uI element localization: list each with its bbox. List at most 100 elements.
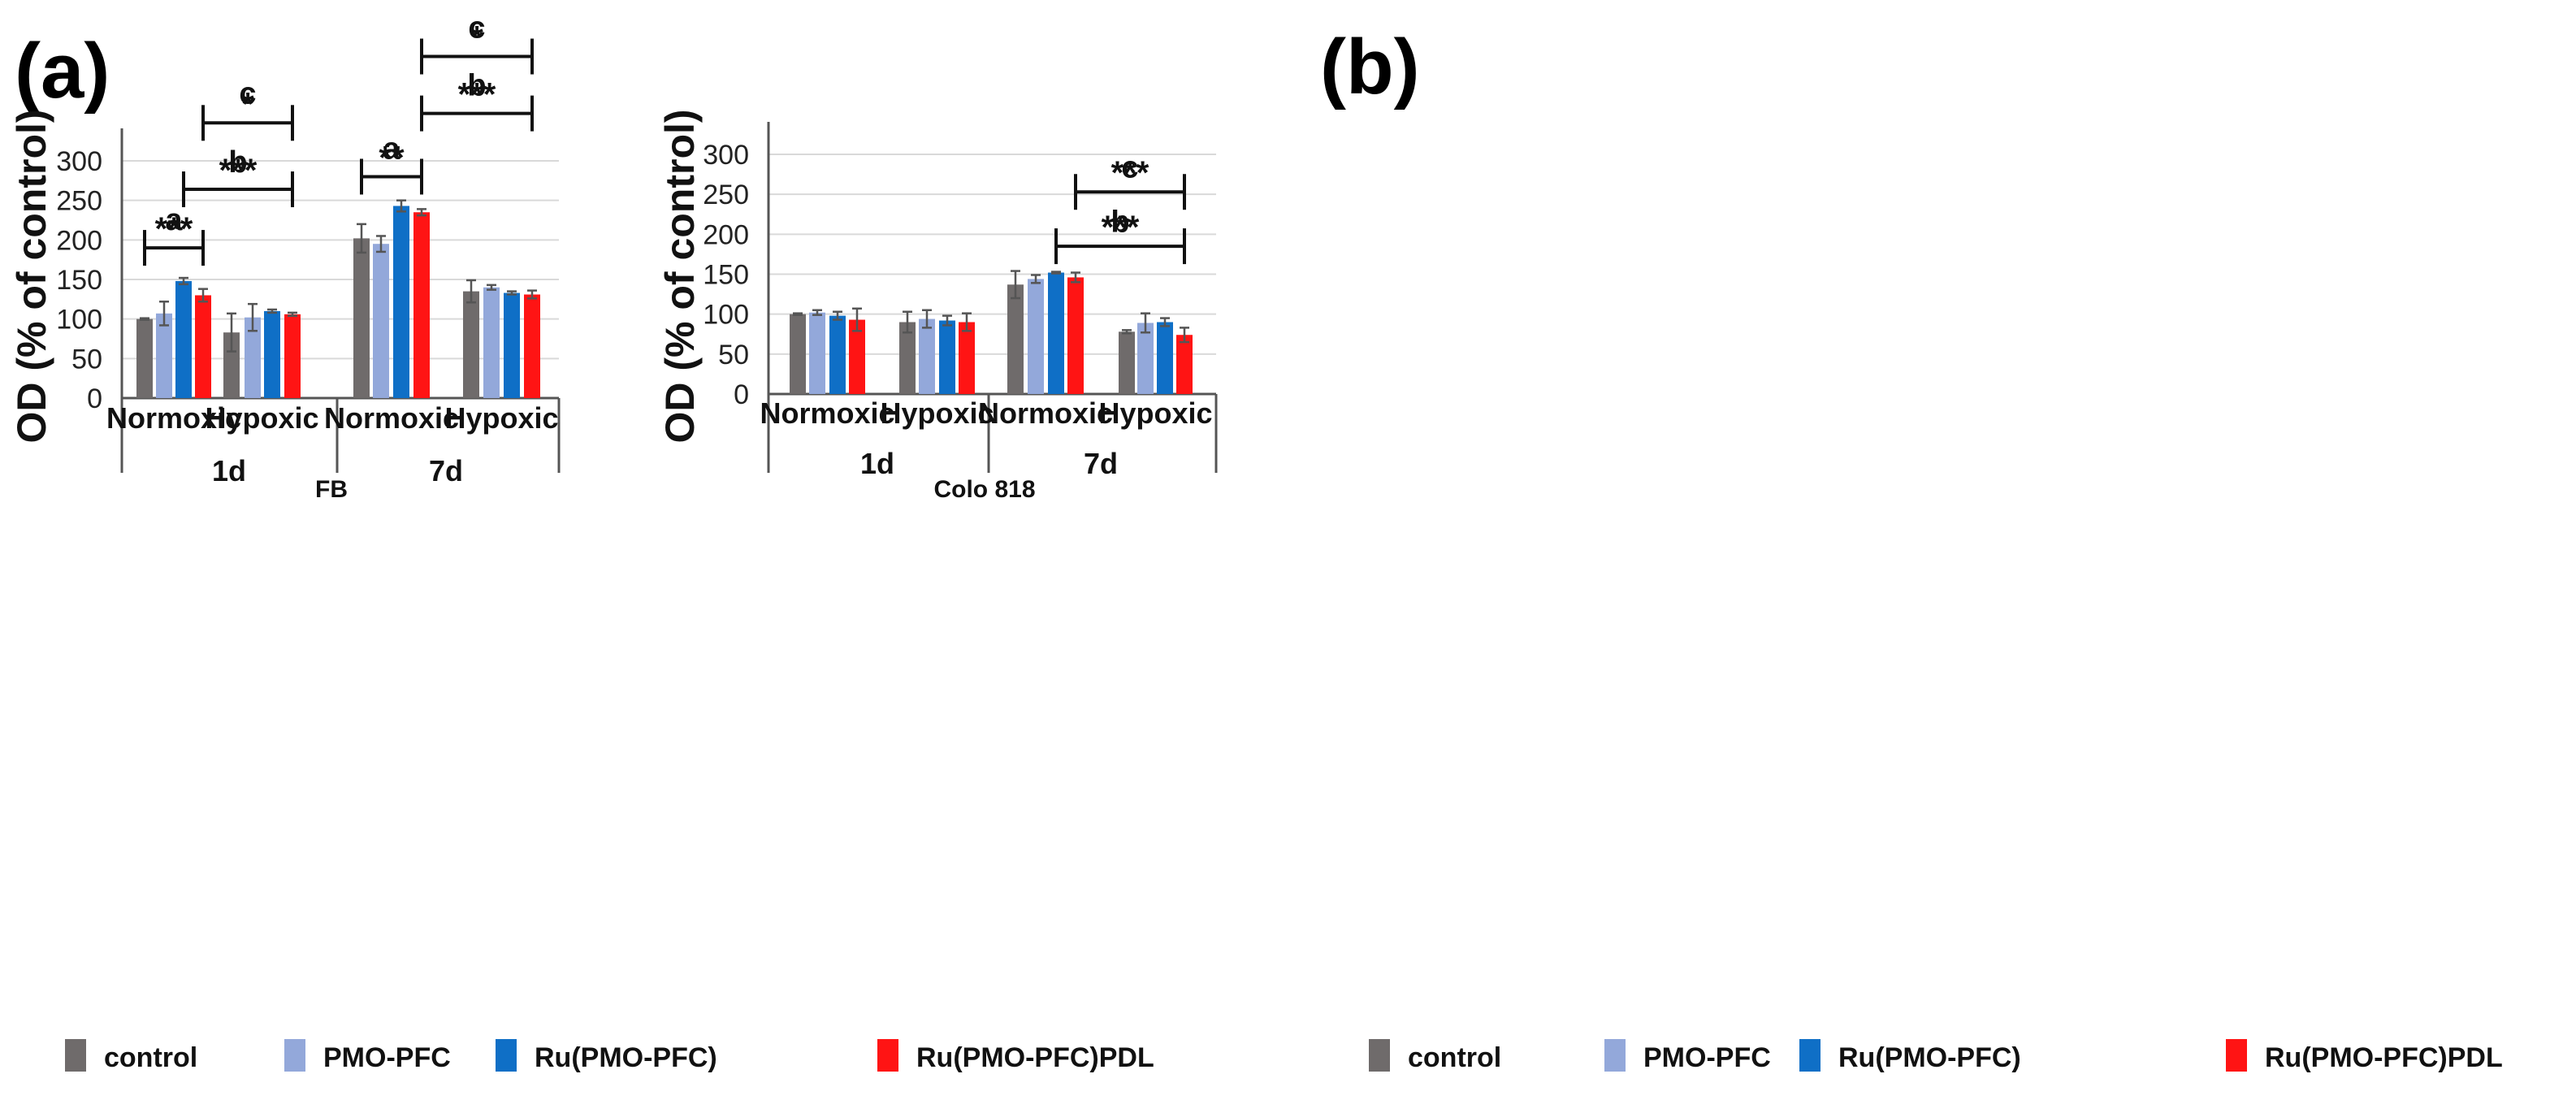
bar-pmo-pfc-0 (809, 312, 825, 394)
legend-swatch-2 (1799, 1039, 1821, 1072)
x-category-label: Normoxic (106, 401, 241, 435)
y-tick-label: 250 (56, 186, 102, 217)
legend-label-0: control (104, 1042, 197, 1073)
bar-ru-pmo-pfc--3 (1157, 322, 1173, 394)
bar-ru-pmo-pfc-pdl-3 (1176, 335, 1193, 394)
significance-stars: ** (379, 140, 405, 175)
bar-pmo-pfc-3 (483, 287, 500, 398)
y-tick-label: 150 (56, 265, 102, 296)
bar-control-3 (463, 291, 479, 398)
legend-label-3: Ru(PMO-PFC)PDL (916, 1042, 1154, 1073)
bar-pmo-pfc-0 (156, 313, 172, 398)
bar-ru-pmo-pfc-pdl-3 (524, 294, 540, 398)
x-axis-title: Colo 818 (933, 476, 1035, 503)
legend-swatch-0 (65, 1039, 86, 1072)
legend-label-3: Ru(PMO-PFC)PDL (2265, 1042, 2503, 1073)
legend-panel-b: control PMO-PFC Ru(PMO-PFC) Ru(PMO-PFC)PDL (1369, 1039, 2503, 1073)
bar-ru-pmo-pfc--1 (939, 320, 955, 394)
significance-stars: *** (155, 211, 193, 247)
legend-label-2: Ru(PMO-PFC) (535, 1042, 717, 1073)
legend-swatch-0 (1369, 1039, 1390, 1072)
bar-control-0 (136, 318, 153, 398)
y-tick-label: 0 (87, 383, 102, 414)
y-tick-label: 200 (703, 219, 749, 250)
significance-letter: b (467, 69, 486, 103)
significance-letter: a (383, 132, 400, 166)
bar-control-3 (1119, 331, 1135, 394)
legend-label-1: PMO-PFC (323, 1042, 451, 1073)
bar-ru-pmo-pfc-pdl-1 (959, 322, 975, 394)
y-tick-label: 100 (703, 300, 749, 331)
bar-control-2 (1007, 284, 1024, 394)
legend-swatch-2 (496, 1039, 517, 1072)
x-day-label: 1d (212, 454, 246, 487)
x-axis-title: FB (315, 476, 348, 503)
bar-pmo-pfc-3 (1137, 323, 1154, 394)
bar-ru-pmo-pfc--2 (393, 206, 409, 398)
bar-control-0 (790, 314, 806, 394)
bar-ru-pmo-pfc--0 (829, 315, 846, 394)
x-category-label: Hypoxic (205, 401, 318, 435)
legend-label-0: control (1408, 1042, 1501, 1073)
bar-ru-pmo-pfc-pdl-2 (1067, 277, 1084, 394)
significance-letter: a (165, 203, 183, 237)
legend-swatch-3 (2226, 1039, 2247, 1072)
legend-swatch-3 (877, 1039, 898, 1072)
bar-ru-pmo-pfc-pdl-2 (413, 212, 430, 398)
significance-letter: c (468, 11, 485, 45)
legend-swatch-1 (284, 1039, 305, 1072)
bar-pmo-pfc-1 (919, 318, 935, 394)
bar-control-1 (223, 332, 240, 398)
x-category-label: Normoxic (760, 396, 894, 430)
significance-stars: *** (458, 77, 496, 113)
bar-control-2 (353, 238, 370, 398)
x-day-label: 7d (429, 454, 463, 487)
x-day-label: 1d (860, 447, 894, 480)
y-axis-title: OD (% of control) (9, 109, 54, 443)
bar-ru-pmo-pfc-pdl-0 (849, 319, 865, 394)
significance-letter: b (1110, 206, 1129, 240)
bar-pmo-pfc-2 (373, 244, 389, 398)
x-category-label: Normoxic (324, 401, 459, 435)
significance-stars: *** (1102, 210, 1140, 245)
significance-letter: c (1121, 151, 1138, 185)
y-tick-label: 150 (703, 260, 749, 291)
legend-label-1: PMO-PFC (1643, 1042, 1771, 1073)
panel-letter-a: (a) (15, 28, 110, 115)
y-tick-label: 250 (703, 180, 749, 210)
y-tick-label: 0 (734, 379, 749, 410)
bar-ru-pmo-pfc-pdl-0 (195, 295, 211, 398)
bar-pmo-pfc-1 (245, 317, 261, 398)
x-category-label: Normoxic (978, 396, 1113, 430)
x-day-label: 7d (1084, 447, 1118, 480)
panel-letter-b: (b) (1320, 24, 1420, 110)
bar-control-1 (899, 322, 916, 394)
significance-letter: b (228, 145, 247, 180)
y-tick-label: 50 (71, 344, 102, 375)
bar-ru-pmo-pfc--3 (504, 292, 520, 398)
y-tick-label: 300 (703, 140, 749, 171)
x-category-label: Hypoxic (1098, 396, 1212, 430)
x-category-label: Hypoxic (880, 396, 994, 430)
bar-ru-pmo-pfc--1 (264, 310, 280, 398)
y-tick-label: 300 (56, 146, 102, 177)
bar-ru-pmo-pfc--2 (1048, 272, 1064, 394)
significance-stars: * (241, 86, 254, 122)
significance-stars: *** (1111, 155, 1149, 191)
y-tick-label: 50 (718, 340, 749, 370)
legend-label-2: Ru(PMO-PFC) (1838, 1042, 2021, 1073)
legend-swatch-1 (1604, 1039, 1626, 1072)
y-axis-title: OD (% of control) (657, 109, 703, 443)
significance-stars: * (470, 20, 483, 56)
bar-ru-pmo-pfc-pdl-1 (284, 314, 301, 398)
significance-stars: *** (219, 153, 258, 188)
bar-ru-pmo-pfc--0 (175, 280, 192, 398)
y-tick-label: 200 (56, 225, 102, 256)
bar-pmo-pfc-2 (1028, 279, 1044, 394)
x-category-label: Hypoxic (444, 401, 558, 435)
y-tick-label: 100 (56, 305, 102, 336)
legend-panel-a: control PMO-PFC Ru(PMO-PFC) Ru(PMO-PFC)PDL (65, 1039, 1154, 1073)
